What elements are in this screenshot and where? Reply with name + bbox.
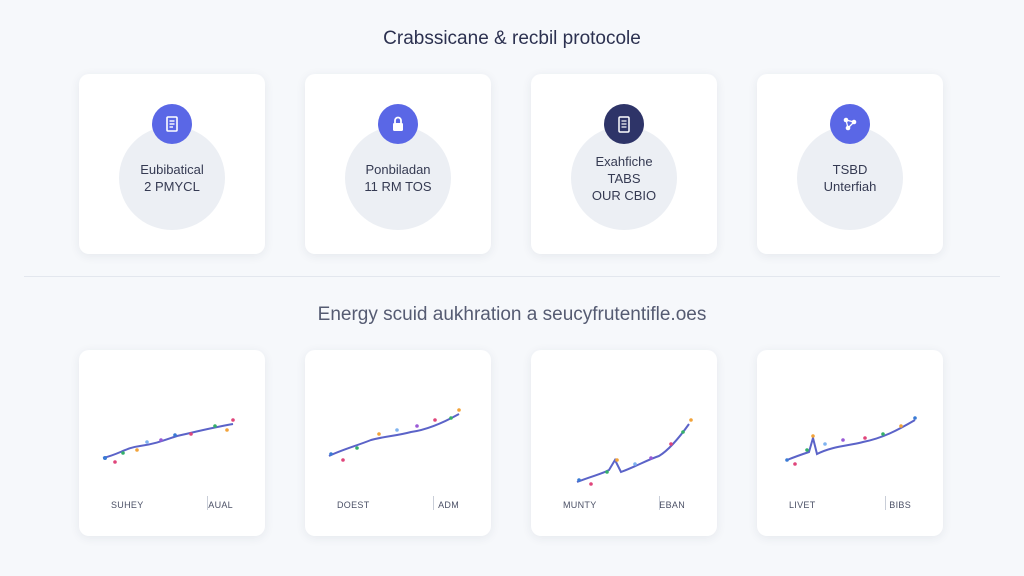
trend-line: [786, 419, 916, 461]
trend-card-3[interactable]: MUNTY EBAN: [531, 350, 717, 536]
data-point: [577, 478, 581, 482]
data-point: [173, 433, 177, 437]
card-line: 11 RM TOS: [364, 179, 432, 194]
data-point: [135, 448, 139, 452]
data-point: [113, 460, 117, 464]
clipboard-icon: [604, 104, 644, 144]
data-point: [649, 456, 653, 460]
data-point: [103, 456, 107, 460]
data-point: [785, 458, 789, 462]
data-point: [881, 432, 885, 436]
data-point: [823, 442, 827, 446]
card-summary: Exahfiche TABS OUR CBIO: [571, 126, 677, 230]
plot-label-right: BIBS: [889, 500, 911, 510]
plot-tick: [885, 496, 886, 510]
data-point: [329, 452, 333, 456]
plot-label-left: MUNTY: [563, 500, 597, 510]
page-title: Crabssicane & recbil protocole: [383, 28, 641, 49]
trend-card-2[interactable]: DOEST ADM: [305, 350, 491, 536]
card-line: Exahfiche: [595, 153, 653, 169]
plot-label-left: SUHEY: [111, 500, 144, 510]
card-line: TABS: [607, 170, 641, 186]
data-point: [605, 470, 609, 474]
trend-line: [576, 423, 690, 483]
card-line: 2 PMYCL: [144, 179, 200, 194]
trend-line: [328, 413, 460, 457]
data-point: [913, 416, 917, 420]
plot-label-left: DOEST: [337, 500, 370, 510]
data-point: [811, 434, 815, 438]
card-line: TSBD: [832, 162, 868, 177]
protocol-card-3[interactable]: Exahfiche TABS OUR CBIO: [531, 74, 717, 254]
trend-plot: [321, 390, 475, 490]
trend-plot: [773, 390, 927, 490]
trend-line: [102, 423, 234, 459]
data-point: [689, 418, 693, 422]
data-point: [633, 462, 637, 466]
data-point: [793, 462, 797, 466]
plot-label-right: ADM: [438, 500, 459, 510]
section-divider: [24, 276, 1000, 277]
data-point: [457, 408, 461, 412]
data-point: [669, 442, 673, 446]
data-point: [841, 438, 845, 442]
data-point: [341, 458, 345, 462]
card-line: Unterfiah: [823, 179, 877, 194]
trend-plot-svg: [102, 418, 235, 464]
data-point: [121, 451, 125, 455]
data-point: [899, 424, 903, 428]
data-point: [615, 458, 619, 462]
section-title: Energy scuid aukhration a seucyfrutentif…: [317, 304, 707, 325]
plot-tick: [433, 496, 434, 510]
plot-label-right: EBAN: [659, 500, 685, 510]
plot-label-left: LIVET: [789, 500, 816, 510]
data-point: [231, 418, 235, 422]
data-point: [395, 428, 399, 432]
lock-icon: [378, 104, 418, 144]
molecule-icon: [830, 104, 870, 144]
card-line: Eubibatical: [140, 162, 204, 177]
data-point: [449, 416, 453, 420]
protocol-card-2[interactable]: Ponbiladan 11 RM TOS: [305, 74, 491, 254]
plot-label-right: AUAL: [208, 500, 233, 510]
trend-plot-svg: [576, 418, 693, 486]
data-point: [213, 424, 217, 428]
trend-plot-svg: [785, 416, 917, 466]
data-point: [159, 438, 163, 442]
trend-plot-svg: [328, 408, 461, 462]
data-point: [681, 430, 685, 434]
data-point: [377, 432, 381, 436]
protocol-card-4[interactable]: TSBD Unterfiah: [757, 74, 943, 254]
data-point: [433, 418, 437, 422]
data-point: [189, 432, 193, 436]
trend-plot: [95, 390, 249, 490]
plot-tick: [659, 496, 660, 510]
document-icon: [152, 104, 192, 144]
trend-card-4[interactable]: LIVET BIBS: [757, 350, 943, 536]
data-point: [355, 446, 359, 450]
trend-card-1[interactable]: SUHEY AUAL: [79, 350, 265, 536]
trend-plot: [547, 390, 701, 490]
data-point: [589, 482, 593, 486]
card-line: OUR CBIO: [591, 187, 657, 203]
data-point: [145, 440, 149, 444]
data-point: [805, 448, 809, 452]
data-point: [415, 424, 419, 428]
data-point: [863, 436, 867, 440]
data-point: [225, 428, 229, 432]
plot-tick: [207, 496, 208, 510]
protocol-card-1[interactable]: Eubibatical 2 PMYCL: [79, 74, 265, 254]
card-line: Ponbiladan: [365, 162, 431, 177]
